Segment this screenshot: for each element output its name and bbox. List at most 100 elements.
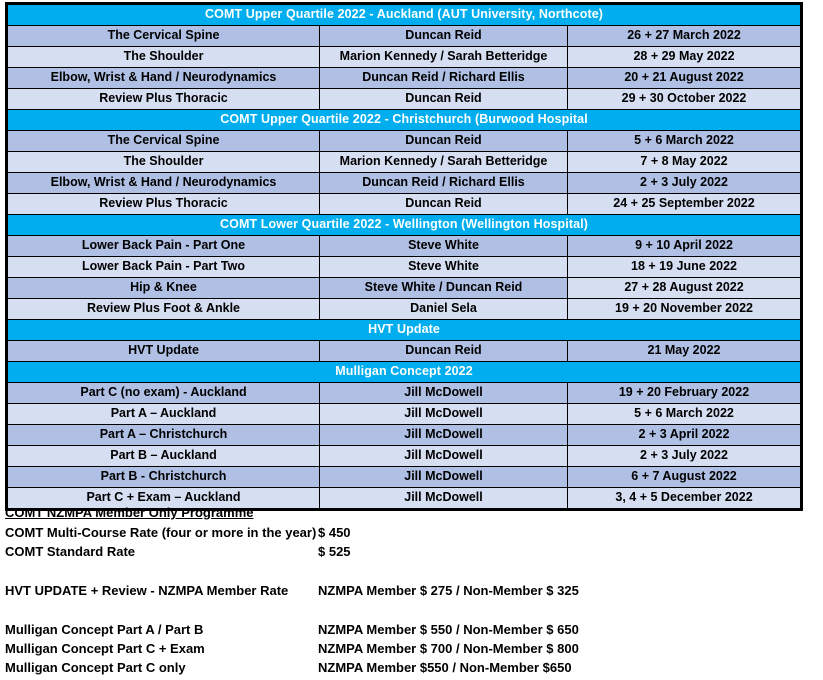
course-name-cell: Lower Back Pain - Part One [6, 235, 320, 257]
course-dates-cell: 19 + 20 February 2022 [566, 382, 803, 404]
course-dates-cell: 21 May 2022 [566, 340, 803, 362]
course-dates-cell: 26 + 27 March 2022 [566, 25, 803, 47]
course-dates-cell: 18 + 19 June 2022 [566, 256, 803, 278]
pricing-value: NZMPA Member $ 700 / Non-Member $ 800 [318, 641, 579, 656]
course-name-cell: Part B – Auckland [6, 445, 320, 467]
course-dates-cell: 6 + 7 August 2022 [566, 466, 803, 488]
course-dates-cell: 5 + 6 March 2022 [566, 403, 803, 425]
course-dates-cell: 29 + 30 October 2022 [566, 88, 803, 110]
course-name-cell: Part C (no exam) - Auckland [6, 382, 320, 404]
table-row: Part B - Christchurch Jill McDowell 6 + 7 … [6, 466, 803, 488]
tutor-name-cell: Steve White / Duncan Reid [319, 277, 568, 299]
course-name-cell: The Cervical Spine [6, 130, 320, 152]
table-row: Hip & Knee Steve White / Duncan Reid 27 + … [6, 277, 803, 299]
pricing-value: NZMPA Member $ 550 / Non-Member $ 650 [318, 622, 579, 637]
pricing-spacer [5, 561, 795, 581]
pricing-row: Mulligan Concept Part A / Part B NZMPA Me… [5, 620, 795, 639]
section-header-label: COMT Upper Quartile 2022 - Christchurch … [5, 109, 803, 131]
tutor-name-cell: Steve White [319, 256, 568, 278]
tutor-name-cell: Duncan Reid [319, 193, 568, 215]
table-row: Part A – Auckland Jill McDowell 5 + 6 Marc… [6, 403, 803, 425]
section-header-row: Mulligan Concept 2022 [5, 361, 803, 383]
table-row: Elbow, Wrist & Hand / Neurodynamics Dunca… [6, 172, 803, 194]
tutor-name-cell: Duncan Reid / Richard Ellis [319, 67, 568, 89]
course-dates-cell: 24 + 25 September 2022 [566, 193, 803, 215]
tutor-name-cell: Duncan Reid [319, 88, 568, 110]
course-name-cell: Hip & Knee [6, 277, 320, 299]
table-row: The Cervical Spine Duncan Reid 5 + 6 March… [6, 130, 803, 152]
table-row: Review Plus Thoracic Duncan Reid 24 + 25 S… [6, 193, 803, 215]
table-row: Part A – Christchurch Jill McDowell 2 + 3 … [6, 424, 803, 446]
table-row: Part C + Exam – Auckland Jill McDowell 3, … [6, 487, 803, 510]
tutor-name-cell: Steve White [319, 235, 568, 257]
course-name-cell: Part B - Christchurch [6, 466, 320, 488]
tutor-name-cell: Jill McDowell [319, 382, 568, 404]
tutor-name-cell: Duncan Reid / Richard Ellis [319, 172, 568, 194]
table-row: The Shoulder Marion Kennedy / Sarah Bette… [6, 151, 803, 173]
course-name-cell: The Shoulder [6, 151, 320, 173]
pricing-label: COMT Multi-Course Rate (four or more in … [5, 525, 317, 540]
section-header-label: HVT Update [5, 319, 803, 341]
pricing-section: COMT NZMPA Member Only Programme COMT Mu… [5, 503, 795, 677]
table-row: Part C (no exam) - Auckland Jill McDowell… [6, 382, 803, 404]
course-name-cell: Elbow, Wrist & Hand / Neurodynamics [6, 67, 320, 89]
tutor-name-cell: Duncan Reid [319, 130, 568, 152]
course-name-cell: The Shoulder [6, 46, 320, 68]
section-header-row: COMT Upper Quartile 2022 - Christchurch … [5, 109, 803, 131]
pricing-row: COMT Multi-Course Rate (four or more in … [5, 523, 795, 542]
table-row: Lower Back Pain - Part Two Steve White 18 … [6, 256, 803, 278]
course-schedule-table: COMT Upper Quartile 2022 - Auckland (AUT… [5, 2, 804, 511]
course-dates-cell: 2 + 3 July 2022 [566, 172, 803, 194]
section-header-label: COMT Lower Quartile 2022 - Wellington (W… [5, 214, 803, 236]
course-dates-cell: 27 + 28 August 2022 [566, 277, 803, 299]
tutor-name-cell: Jill McDowell [319, 403, 568, 425]
course-dates-cell: 28 + 29 May 2022 [566, 46, 803, 68]
course-dates-cell: 2 + 3 April 2022 [566, 424, 803, 446]
course-schedule-table-container: COMT Upper Quartile 2022 - Auckland (AUT… [5, 2, 804, 511]
tutor-name-cell: Daniel Sela [319, 298, 568, 320]
pricing-value: $ 525 [318, 544, 351, 559]
table-row: HVT Update Duncan Reid 21 May 2022 [6, 340, 803, 362]
tutor-name-cell: Marion Kennedy / Sarah Betteridge [319, 46, 568, 68]
pricing-spacer [5, 600, 795, 620]
tutor-name-cell: Duncan Reid [319, 25, 568, 47]
schedule-table-body: COMT Upper Quartile 2022 - Auckland (AUT… [5, 3, 803, 510]
table-row: The Shoulder Marion Kennedy / Sarah Bette… [6, 46, 803, 68]
course-name-cell: Part A – Christchurch [6, 424, 320, 446]
tutor-name-cell: Jill McDowell [319, 445, 568, 467]
course-dates-cell: 9 + 10 April 2022 [566, 235, 803, 257]
pricing-label: Mulligan Concept Part A / Part B [5, 622, 204, 637]
tutor-name-cell: Marion Kennedy / Sarah Betteridge [319, 151, 568, 173]
course-dates-cell: 3, 4 + 5 December 2022 [566, 487, 803, 510]
tutor-name-cell: Duncan Reid [319, 340, 568, 362]
section-header-row: HVT Update [5, 319, 803, 341]
tutor-name-cell: Jill McDowell [319, 466, 568, 488]
pricing-value: NZMPA Member $ 275 / Non-Member $ 325 [318, 583, 579, 598]
pricing-label: Mulligan Concept Part C only [5, 660, 186, 675]
course-name-cell: Lower Back Pain - Part Two [6, 256, 320, 278]
course-name-cell: Review Plus Foot & Ankle [6, 298, 320, 320]
pricing-label: COMT Standard Rate [5, 544, 136, 559]
course-dates-cell: 7 + 8 May 2022 [566, 151, 803, 173]
section-header-row: COMT Upper Quartile 2022 - Auckland (AUT… [5, 3, 803, 26]
table-row: Part B – Auckland Jill McDowell 2 + 3 July… [6, 445, 803, 467]
course-dates-cell: 19 + 20 November 2022 [566, 298, 803, 320]
table-row: Review Plus Foot & Ankle Daniel Sela 19 + … [6, 298, 803, 320]
course-dates-cell: 20 + 21 August 2022 [566, 67, 803, 89]
pricing-row: Mulligan Concept Part C only NZMPA Member… [5, 658, 795, 677]
table-row: The Cervical Spine Duncan Reid 26 + 27 Mar… [6, 25, 803, 47]
pricing-value: NZMPA Member $550 / Non-Member $650 [318, 660, 572, 675]
course-name-cell: Part C + Exam – Auckland [6, 487, 320, 510]
table-row: Review Plus Thoracic Duncan Reid 29 + 30 O… [6, 88, 803, 110]
pricing-row: COMT Standard Rate $ 525 [5, 542, 795, 561]
pricing-row: HVT UPDATE + Review - NZMPA Member Rate N… [5, 581, 795, 600]
course-name-cell: Review Plus Thoracic [6, 88, 320, 110]
pricing-value: $ 450 [318, 525, 351, 540]
section-header-row: COMT Lower Quartile 2022 - Wellington (W… [5, 214, 803, 236]
pricing-row: Mulligan Concept Part C + Exam NZMPA Memb… [5, 639, 795, 658]
table-row: Lower Back Pain - Part One Steve White 9 +… [6, 235, 803, 257]
tutor-name-cell: Jill McDowell [319, 487, 568, 510]
pricing-lines: COMT Multi-Course Rate (four or more in … [5, 523, 795, 677]
course-name-cell: Elbow, Wrist & Hand / Neurodynamics [6, 172, 320, 194]
